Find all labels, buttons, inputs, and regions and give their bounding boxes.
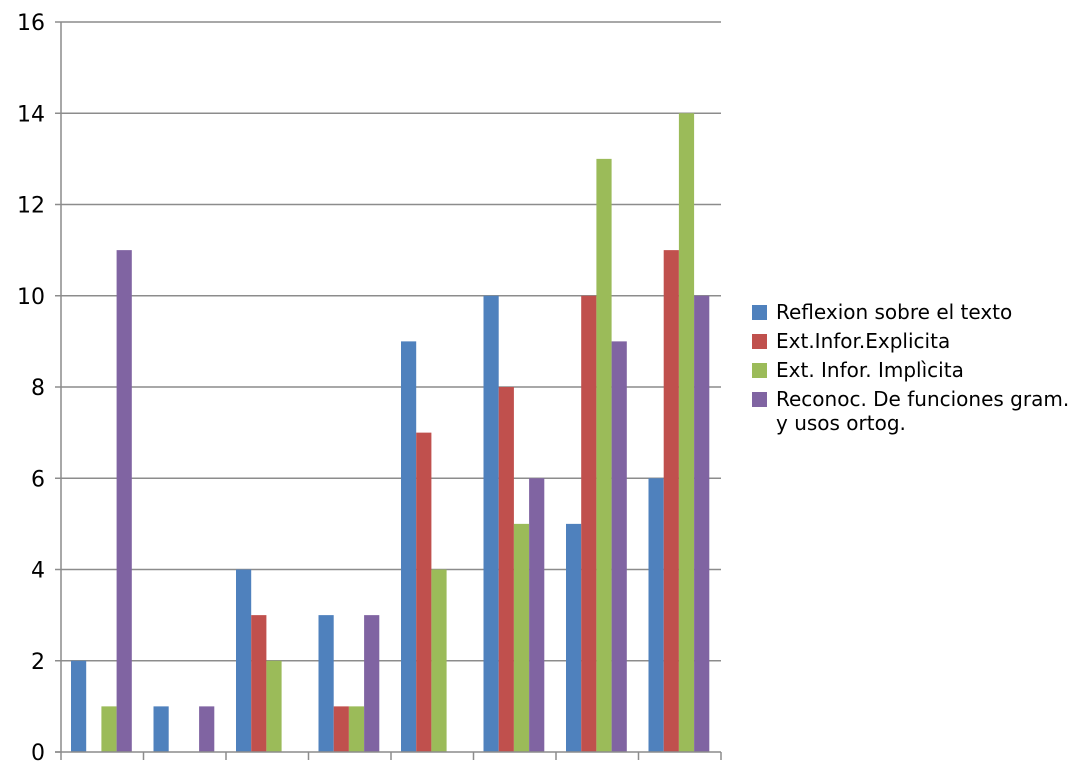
y-tick-label: 16	[17, 11, 45, 36]
bar	[581, 295, 597, 752]
legend: Reflexion sobre el texto Ext.Infor.Explic…	[752, 300, 1092, 440]
bar	[251, 615, 267, 752]
bar	[364, 615, 380, 752]
legend-label: Reflexion sobre el texto	[776, 300, 1013, 324]
legend-swatch	[752, 392, 767, 407]
bar	[678, 113, 695, 752]
bar	[401, 341, 417, 752]
legend-item: Ext.Infor.Explicita	[752, 329, 1092, 353]
y-tick-label: 8	[31, 376, 45, 401]
bar	[153, 706, 169, 752]
legend-item: Reconoc. De funciones gram. y usos ortog…	[752, 387, 1092, 435]
bar	[71, 660, 87, 752]
bar	[318, 615, 334, 752]
legend-label: Reconoc. De funciones gram. y usos ortog…	[776, 387, 1070, 435]
y-tick-label: 0	[31, 741, 45, 761]
bars	[71, 113, 710, 752]
bar	[333, 706, 349, 752]
bar	[483, 295, 499, 752]
bar	[498, 387, 514, 752]
bar	[694, 295, 710, 752]
y-tick-label: 2	[31, 650, 45, 675]
axes	[55, 21, 722, 760]
legend-item: Ext. Infor. Implìcita	[752, 358, 1092, 382]
y-tick-label: 6	[31, 467, 45, 492]
bar	[101, 706, 117, 752]
bar	[431, 569, 447, 752]
bar	[266, 660, 282, 752]
legend-label: Ext.Infor.Explicita	[776, 329, 951, 353]
y-tick-label: 4	[31, 559, 45, 584]
bar	[611, 341, 627, 752]
y-tick-labels: 0 2 4 6 8 10 12 14 16	[17, 11, 45, 761]
bar	[348, 706, 365, 752]
bar	[663, 250, 679, 752]
legend-swatch	[752, 305, 767, 320]
y-tick-label: 14	[17, 102, 45, 127]
y-tick-label: 10	[17, 285, 45, 310]
legend-item: Reflexion sobre el texto	[752, 300, 1092, 324]
legend-label: Ext. Infor. Implìcita	[776, 358, 964, 382]
bar	[648, 478, 664, 752]
bar	[529, 478, 545, 752]
bar	[236, 569, 252, 752]
legend-swatch	[752, 334, 767, 349]
y-tick-label: 12	[17, 194, 45, 219]
bar	[566, 523, 582, 752]
bar	[199, 706, 215, 752]
bar	[116, 250, 132, 752]
bar	[596, 158, 612, 752]
gridlines	[61, 21, 721, 662]
bar	[513, 523, 530, 752]
bar	[416, 432, 432, 752]
legend-swatch	[752, 363, 767, 378]
